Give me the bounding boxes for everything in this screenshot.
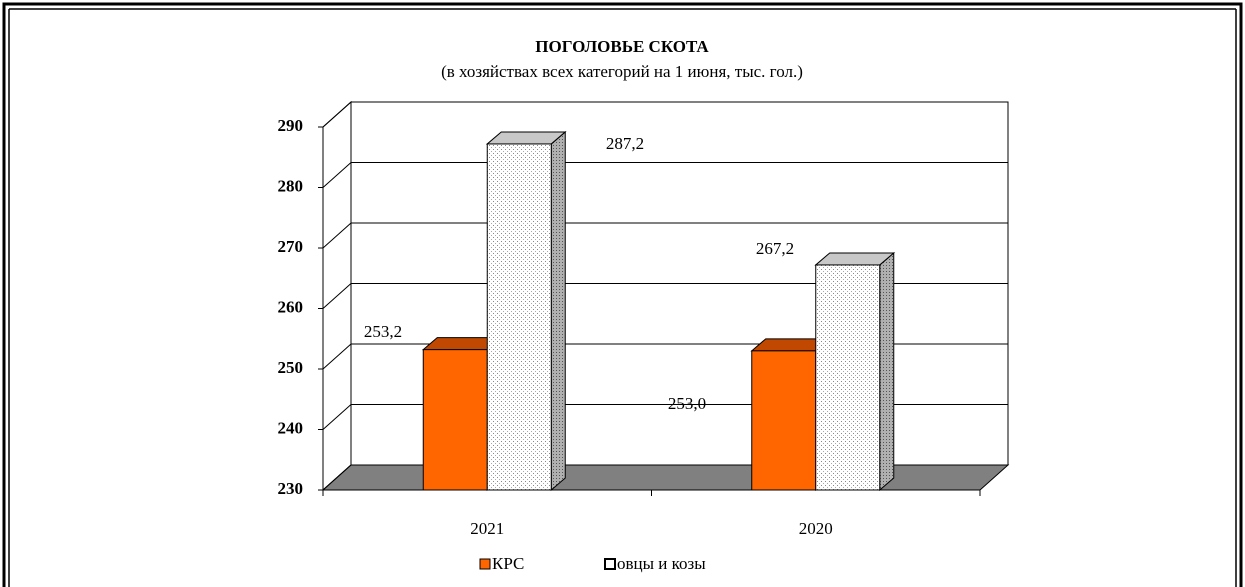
data-label: 287,2: [606, 134, 644, 153]
legend-label: КРС: [492, 554, 524, 573]
bar: [815, 264, 881, 491]
chart-title: ПОГОЛОВЬЕ СКОТА: [535, 37, 709, 56]
y-tick-label: 260: [278, 297, 304, 316]
y-tick-label: 270: [278, 237, 304, 256]
bar-top: [814, 252, 896, 266]
grid-line: [322, 222, 352, 249]
y-tick-label: 240: [278, 418, 304, 437]
grid-line: [322, 101, 352, 128]
data-label: 253,2: [364, 322, 402, 341]
x-tick-label: 2021: [470, 519, 504, 538]
legend-label: овцы и козы: [617, 554, 706, 573]
grid-line: [322, 283, 352, 309]
bar: [486, 143, 552, 491]
y-tick-label: 230: [278, 479, 304, 498]
bar-side: [879, 251, 895, 492]
bar: [422, 349, 488, 491]
bar-side: [550, 130, 566, 492]
y-tick-label: 280: [278, 176, 304, 195]
bar: [751, 350, 817, 491]
legend-swatch: [604, 558, 616, 570]
grid-line: [322, 343, 352, 370]
x-tick-label: 2020: [799, 519, 833, 538]
y-tick-label: 290: [278, 116, 304, 135]
bar-top: [485, 131, 567, 145]
grid-line: [322, 404, 352, 430]
chart-subtitle: (в хозяйствах всех категорий на 1 июня, …: [441, 62, 803, 81]
data-label: 253,0: [668, 394, 706, 413]
grid-line: [322, 162, 352, 188]
grid-line: [322, 464, 352, 491]
legend-swatch: [479, 558, 491, 570]
data-label: 267,2: [756, 239, 794, 258]
y-tick-label: 250: [278, 358, 304, 377]
